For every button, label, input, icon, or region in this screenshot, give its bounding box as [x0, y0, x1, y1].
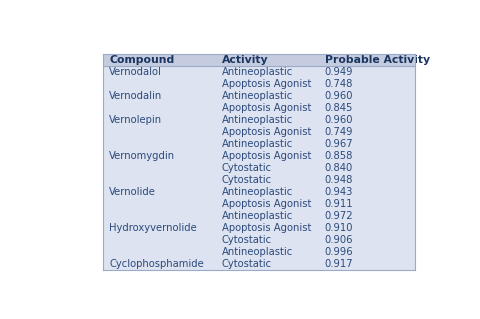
Text: 0.967: 0.967	[324, 139, 353, 149]
Text: Vernomygdin: Vernomygdin	[109, 151, 175, 161]
Text: Hydroxyvernolide: Hydroxyvernolide	[109, 223, 197, 234]
Text: 0.917: 0.917	[324, 259, 353, 270]
Text: Probable Activity: Probable Activity	[324, 55, 430, 65]
Text: Antineoplastic: Antineoplastic	[222, 248, 293, 257]
Text: 0.840: 0.840	[324, 163, 353, 173]
Text: Antineoplastic: Antineoplastic	[222, 91, 293, 101]
Text: 0.960: 0.960	[324, 91, 353, 101]
Text: 0.996: 0.996	[324, 248, 353, 257]
Text: Apoptosis Agonist: Apoptosis Agonist	[222, 79, 311, 89]
Text: 0.949: 0.949	[324, 67, 353, 77]
Text: Cytostatic: Cytostatic	[222, 259, 272, 270]
Text: Cyclophosphamide: Cyclophosphamide	[109, 259, 204, 270]
Text: Antineoplastic: Antineoplastic	[222, 187, 293, 197]
Text: Vernolepin: Vernolepin	[109, 115, 162, 125]
Bar	[103, 66, 415, 271]
Bar	[103, 54, 415, 66]
Text: 0.910: 0.910	[324, 223, 353, 234]
Text: Activity: Activity	[222, 55, 268, 65]
Text: 0.960: 0.960	[324, 115, 353, 125]
Text: 0.911: 0.911	[324, 199, 353, 209]
Text: Apoptosis Agonist: Apoptosis Agonist	[222, 103, 311, 113]
Text: 0.943: 0.943	[324, 187, 353, 197]
Text: Compound: Compound	[109, 55, 174, 65]
Text: 0.748: 0.748	[324, 79, 353, 89]
Text: 0.948: 0.948	[324, 175, 353, 185]
Text: Antineoplastic: Antineoplastic	[222, 139, 293, 149]
Text: Cytostatic: Cytostatic	[222, 235, 272, 245]
Text: Vernodalin: Vernodalin	[109, 91, 162, 101]
Text: 0.845: 0.845	[324, 103, 353, 113]
Text: Cytostatic: Cytostatic	[222, 175, 272, 185]
Text: Cytostatic: Cytostatic	[222, 163, 272, 173]
Text: Vernodalol: Vernodalol	[109, 67, 162, 77]
Text: Apoptosis Agonist: Apoptosis Agonist	[222, 151, 311, 161]
Text: Vernolide: Vernolide	[109, 187, 156, 197]
Text: Antineoplastic: Antineoplastic	[222, 67, 293, 77]
Text: Apoptosis Agonist: Apoptosis Agonist	[222, 223, 311, 234]
Text: 0.906: 0.906	[324, 235, 353, 245]
Text: 0.749: 0.749	[324, 127, 353, 137]
Text: Antineoplastic: Antineoplastic	[222, 115, 293, 125]
Text: 0.972: 0.972	[324, 211, 353, 221]
Text: Apoptosis Agonist: Apoptosis Agonist	[222, 199, 311, 209]
Text: 0.858: 0.858	[324, 151, 353, 161]
Text: Antineoplastic: Antineoplastic	[222, 211, 293, 221]
Text: Apoptosis Agonist: Apoptosis Agonist	[222, 127, 311, 137]
